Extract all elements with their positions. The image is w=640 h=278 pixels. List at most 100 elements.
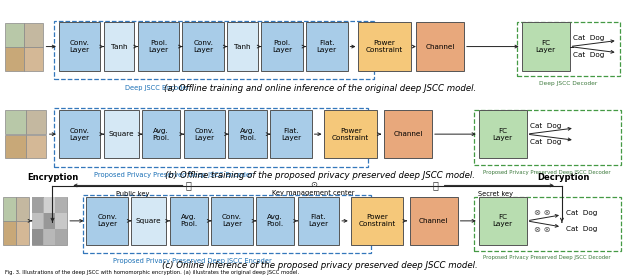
Bar bbox=[211, 197, 253, 245]
Text: Pool.
Layer: Pool. Layer bbox=[148, 40, 168, 53]
Bar bbox=[54, 108, 368, 167]
Text: (a) Offline training and online inference of the original deep JSCC model.: (a) Offline training and online inferenc… bbox=[164, 85, 476, 93]
Text: Square: Square bbox=[136, 218, 162, 224]
Bar bbox=[59, 110, 100, 158]
Bar bbox=[5, 23, 24, 46]
Bar bbox=[256, 197, 294, 245]
Text: Secret key: Secret key bbox=[479, 191, 513, 197]
Text: Encryption: Encryption bbox=[27, 173, 78, 182]
Text: ⊗ ⊗: ⊗ ⊗ bbox=[534, 208, 551, 217]
Bar bbox=[416, 22, 464, 71]
Text: Channel: Channel bbox=[426, 44, 454, 49]
Text: Flat.
Layer: Flat. Layer bbox=[308, 214, 328, 227]
Bar bbox=[324, 110, 377, 158]
Bar bbox=[261, 22, 303, 71]
Bar bbox=[306, 22, 348, 71]
Bar bbox=[384, 110, 432, 158]
Text: Avg.
Pool.: Avg. Pool. bbox=[153, 128, 170, 141]
Bar bbox=[83, 195, 371, 253]
Text: Flat.
Layer: Flat. Layer bbox=[317, 40, 337, 53]
Text: FC
Layer: FC Layer bbox=[493, 214, 513, 227]
Text: Proposed Privacy Preserved Deep JSCC Encoder: Proposed Privacy Preserved Deep JSCC Enc… bbox=[94, 172, 253, 178]
Bar bbox=[16, 221, 29, 245]
Bar bbox=[54, 21, 374, 79]
Bar bbox=[56, 213, 67, 229]
Text: Key management center: Key management center bbox=[273, 190, 355, 196]
Bar bbox=[44, 229, 55, 245]
Text: Cat  Dog: Cat Dog bbox=[573, 52, 604, 58]
Bar bbox=[479, 197, 527, 245]
Bar bbox=[227, 22, 258, 71]
Bar bbox=[32, 197, 67, 245]
Bar bbox=[16, 197, 29, 221]
Text: Cat  Dog: Cat Dog bbox=[573, 35, 604, 41]
Bar bbox=[44, 197, 55, 213]
Bar bbox=[410, 197, 458, 245]
Text: Channel: Channel bbox=[394, 131, 422, 137]
Text: Power
Constraint: Power Constraint bbox=[366, 40, 403, 53]
Text: ⊙: ⊙ bbox=[310, 180, 317, 189]
Bar bbox=[5, 135, 26, 158]
Bar bbox=[32, 197, 43, 213]
Bar bbox=[351, 197, 403, 245]
Bar bbox=[142, 110, 180, 158]
Text: Deep JSCC Encoder: Deep JSCC Encoder bbox=[125, 85, 189, 91]
Text: ⌗: ⌗ bbox=[186, 180, 192, 190]
Text: Pool.
Layer: Pool. Layer bbox=[272, 40, 292, 53]
Text: Conv.
Layer: Conv. Layer bbox=[97, 214, 117, 227]
Bar bbox=[44, 213, 55, 229]
Text: Cat  Dog: Cat Dog bbox=[566, 226, 598, 232]
Text: Flat.
Layer: Flat. Layer bbox=[281, 128, 301, 141]
Text: (b) Offline training of the proposed privacy preserved deep JSCC model.: (b) Offline training of the proposed pri… bbox=[165, 171, 475, 180]
Text: Avg.
Pool.: Avg. Pool. bbox=[267, 214, 284, 227]
Text: Conv.
Layer: Conv. Layer bbox=[222, 214, 242, 227]
Text: Cat  Dog: Cat Dog bbox=[530, 123, 561, 129]
Text: Proposed Privacy Preserved Deep JSCC Encoder: Proposed Privacy Preserved Deep JSCC Enc… bbox=[113, 258, 272, 264]
Bar bbox=[86, 197, 128, 245]
Bar bbox=[3, 221, 16, 245]
Bar bbox=[56, 229, 67, 245]
Bar bbox=[104, 110, 139, 158]
Text: FC
Layer: FC Layer bbox=[536, 40, 556, 53]
Bar bbox=[522, 22, 570, 71]
Bar bbox=[56, 197, 67, 213]
Bar bbox=[517, 22, 620, 76]
Bar bbox=[32, 229, 43, 245]
Text: Deep JSCC Decoder: Deep JSCC Decoder bbox=[539, 81, 598, 86]
Text: (c) Online inference of the proposed privacy preserved deep JSCC model.: (c) Online inference of the proposed pri… bbox=[162, 261, 478, 270]
Text: Tanh: Tanh bbox=[234, 44, 251, 49]
Bar bbox=[26, 135, 46, 158]
Bar bbox=[474, 197, 621, 251]
Text: ⌗: ⌗ bbox=[432, 180, 438, 190]
Bar bbox=[5, 110, 26, 134]
Text: Cat  Dog: Cat Dog bbox=[530, 140, 561, 145]
Bar bbox=[298, 197, 339, 245]
Text: Proposed Privacy Preserved Deep JSCC Decoder: Proposed Privacy Preserved Deep JSCC Dec… bbox=[483, 255, 611, 260]
Text: Fig. 3. Illustrations of the deep JSCC with homomorphic encryption. (a) illustra: Fig. 3. Illustrations of the deep JSCC w… bbox=[5, 270, 300, 275]
Text: Decryption: Decryption bbox=[537, 173, 589, 182]
Text: Avg.
Pool.: Avg. Pool. bbox=[180, 214, 197, 227]
Bar bbox=[24, 47, 43, 71]
Bar bbox=[3, 197, 16, 221]
Bar bbox=[104, 22, 134, 71]
Text: ⊗ ⊗: ⊗ ⊗ bbox=[534, 225, 551, 234]
Bar bbox=[182, 22, 224, 71]
Text: Channel: Channel bbox=[419, 218, 448, 224]
Bar bbox=[5, 47, 24, 71]
Text: Power
Constraint: Power Constraint bbox=[332, 128, 369, 141]
Text: Conv.
Layer: Conv. Layer bbox=[70, 128, 90, 141]
Text: Proposed Privacy Preserved Deep JSCC Decoder: Proposed Privacy Preserved Deep JSCC Dec… bbox=[483, 170, 611, 175]
Bar bbox=[270, 110, 312, 158]
Bar bbox=[474, 110, 621, 165]
Text: Public key: Public key bbox=[116, 191, 150, 197]
Text: FC
Layer: FC Layer bbox=[493, 128, 513, 141]
Text: Conv.
Layer: Conv. Layer bbox=[195, 128, 214, 141]
Bar bbox=[170, 197, 208, 245]
Text: Conv.
Layer: Conv. Layer bbox=[70, 40, 90, 53]
Text: Square: Square bbox=[108, 131, 134, 137]
Bar bbox=[26, 110, 46, 134]
Bar bbox=[32, 213, 43, 229]
Bar bbox=[131, 197, 166, 245]
Text: Cat  Dog: Cat Dog bbox=[566, 210, 598, 215]
Bar bbox=[228, 110, 267, 158]
